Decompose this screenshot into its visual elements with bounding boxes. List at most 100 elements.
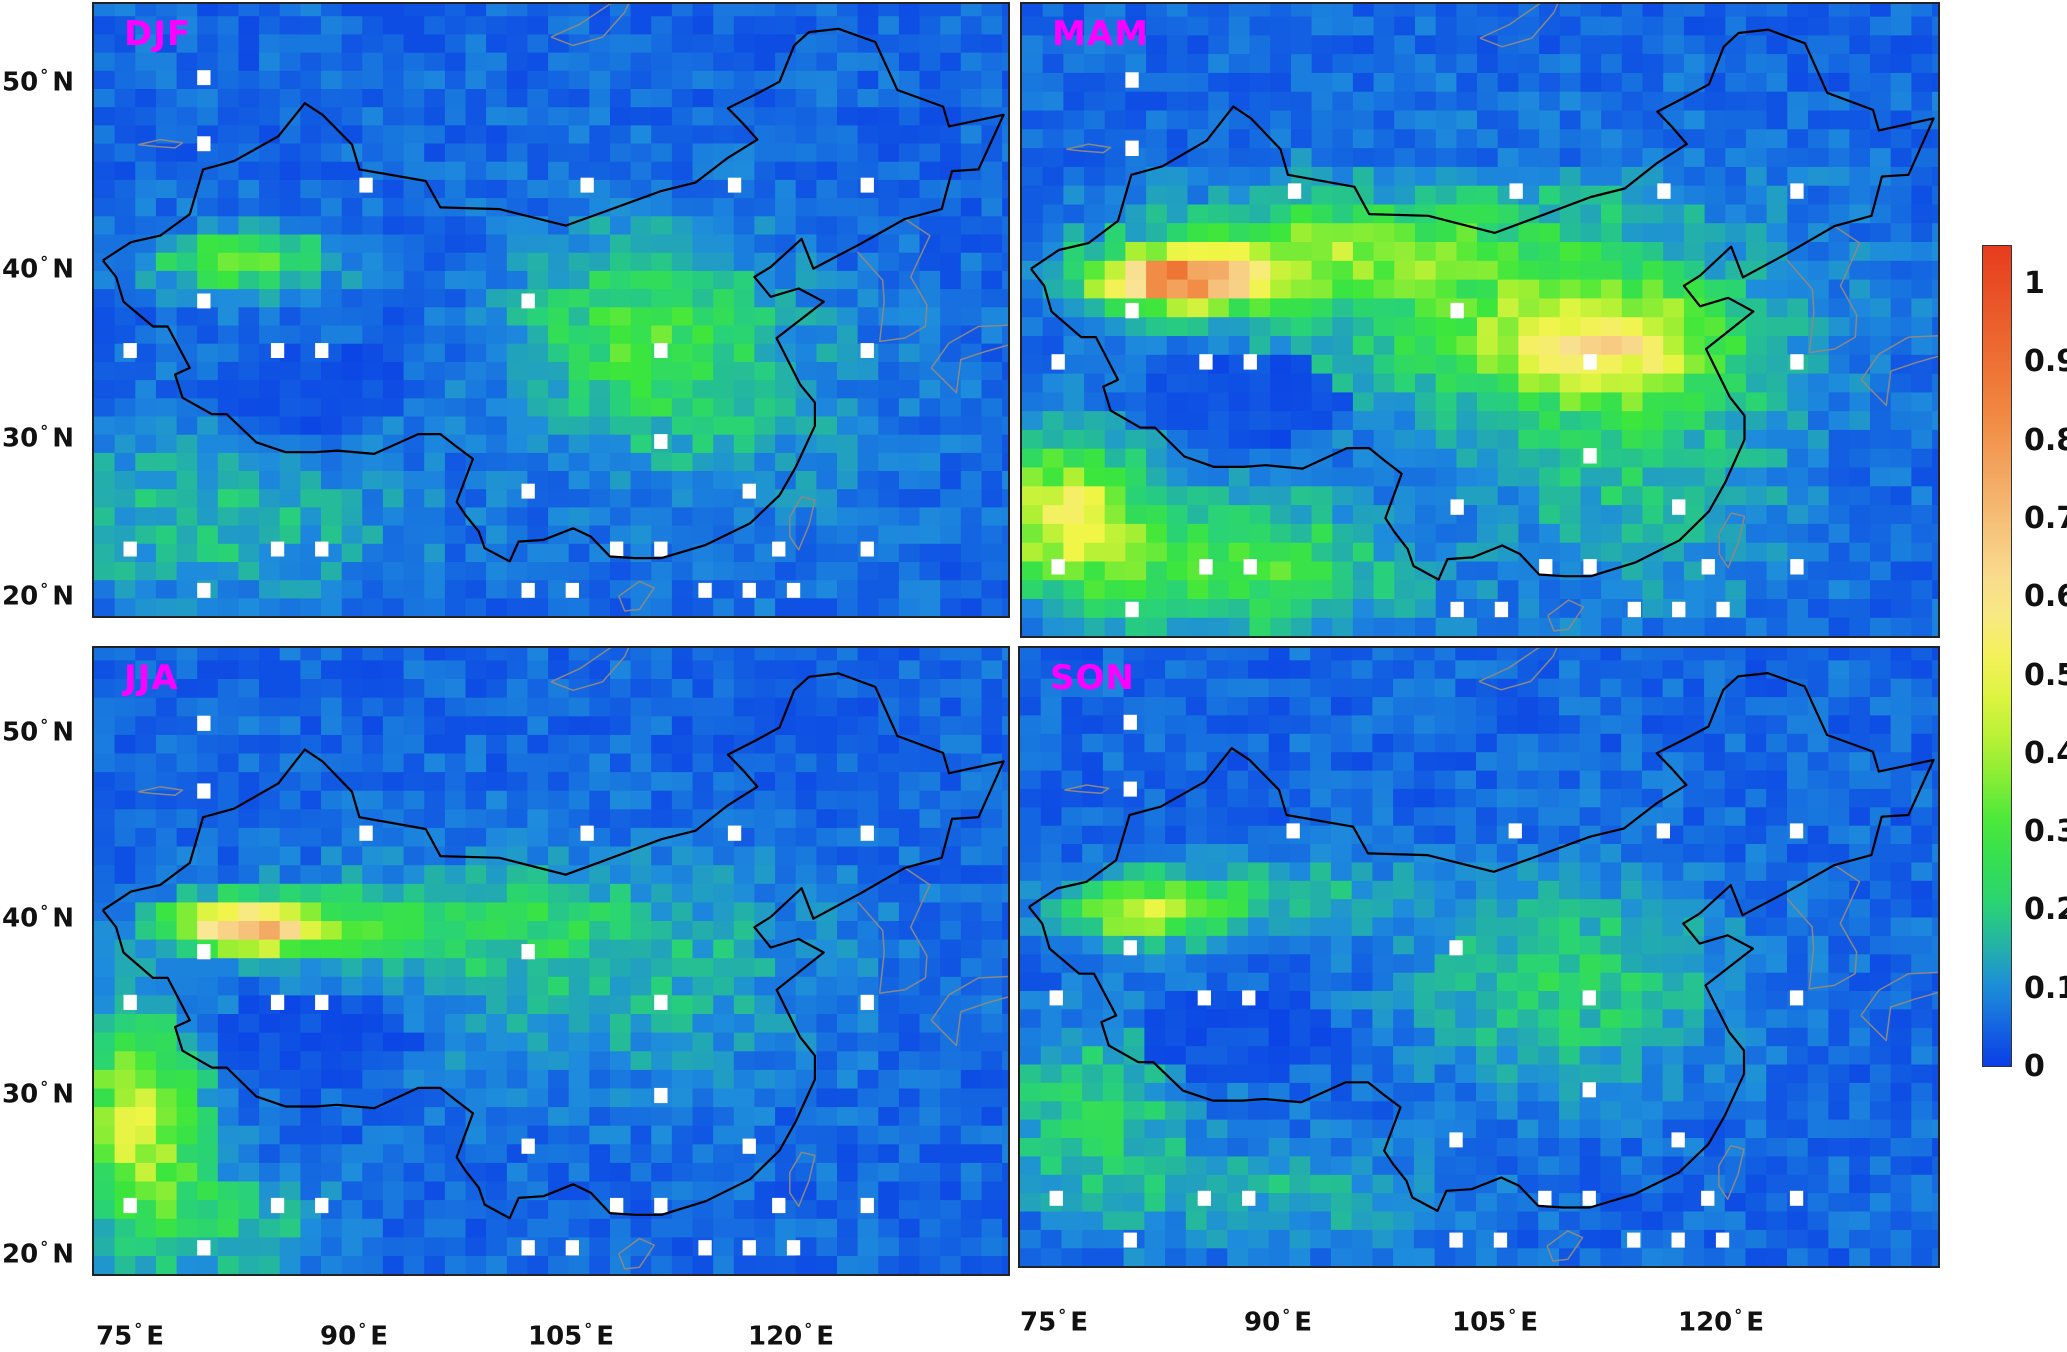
heatmap-cell (1270, 373, 1292, 393)
heatmap-cell (1125, 16, 1147, 36)
heatmap-cell (898, 939, 921, 959)
heatmap-cell (1787, 16, 1809, 36)
heatmap-cell (878, 1032, 900, 1052)
heatmap-cell (1642, 72, 1664, 92)
heatmap-cell (589, 883, 611, 903)
heatmap-cell (981, 179, 1003, 199)
heatmap-cell (1849, 391, 1871, 412)
heatmap-cell (651, 808, 673, 828)
heatmap-cell (1125, 504, 1147, 524)
heatmap-cell (713, 734, 735, 754)
heatmap-cell (692, 506, 714, 526)
heatmap-cell (424, 124, 446, 144)
heatmap-cell (114, 506, 136, 526)
heatmap-cell (155, 1236, 178, 1256)
heatmap-cell (1766, 410, 1788, 430)
heatmap-cell (898, 1162, 921, 1182)
heatmap-cell (1539, 410, 1561, 430)
heatmap-cell (1787, 91, 1809, 111)
heatmap-cell (486, 1106, 508, 1126)
heatmap-cell (1890, 466, 1912, 487)
heatmap-cell (568, 306, 590, 326)
heatmap-cell (1849, 617, 1871, 636)
heatmap-cell (1270, 147, 1292, 167)
heatmap-cell (1621, 542, 1644, 562)
heatmap-cell (981, 597, 1003, 616)
heatmap-cell (321, 52, 343, 71)
heatmap-cell (1084, 504, 1106, 524)
heatmap-cell (795, 70, 817, 89)
heatmap-cell (1249, 373, 1271, 393)
heatmap-cell (1849, 34, 1871, 55)
missing-cell (1450, 499, 1464, 515)
heatmap-cell (630, 715, 652, 735)
heatmap-cell (217, 883, 239, 903)
heatmap-cell (692, 142, 714, 162)
heatmap-cell (1559, 429, 1582, 449)
heatmap-cell (1642, 260, 1664, 280)
missing-cell (654, 1087, 668, 1104)
heatmap-cell (960, 306, 982, 326)
heatmap-cell (1002, 70, 1008, 89)
heatmap-cell (671, 697, 694, 717)
heatmap-cell (197, 1255, 219, 1274)
heatmap-cell (279, 734, 301, 754)
heatmap-cell (981, 434, 1003, 453)
heatmap-cell (94, 1236, 116, 1256)
heatmap-cell (981, 1087, 1003, 1108)
heatmap-cell (527, 1050, 549, 1070)
heatmap-cell (321, 4, 343, 17)
heatmap-cell (671, 233, 694, 253)
heatmap-cell (1849, 542, 1871, 562)
heatmap-cell (217, 790, 239, 810)
heatmap-cell (1187, 617, 1209, 636)
heatmap-cell (1932, 466, 1938, 487)
heatmap-cell (1477, 185, 1499, 205)
heatmap-cell (1352, 542, 1375, 562)
missing-cell (698, 1240, 712, 1256)
heatmap-cell (1373, 34, 1395, 55)
heatmap-cell (527, 1032, 549, 1052)
heatmap-cell (1002, 1125, 1008, 1145)
heatmap-cell (1455, 1155, 1477, 1175)
heatmap-cell (754, 1236, 776, 1256)
heatmap-cell (1870, 166, 1892, 186)
heatmap-cell (898, 525, 921, 544)
heatmap-cell (1518, 222, 1540, 242)
heatmap-cell (692, 697, 714, 717)
heatmap-cell (424, 15, 446, 35)
heatmap-cell (1828, 373, 1850, 393)
heatmap-cell (630, 1106, 652, 1126)
heatmap-cell (1642, 166, 1664, 186)
heatmap-cell (775, 15, 797, 35)
heatmap-cell (94, 976, 116, 996)
heatmap-cell (1063, 542, 1085, 562)
heatmap-cell (940, 1106, 962, 1126)
heatmap-cell (919, 790, 941, 810)
heatmap-cell (1002, 1218, 1008, 1238)
heatmap-cell (506, 734, 528, 754)
heatmap-cell (1663, 72, 1685, 92)
heatmap-cell (1394, 560, 1416, 581)
heatmap-cell (1642, 504, 1664, 524)
heatmap-cell (1249, 260, 1271, 280)
heatmap-cell (1104, 485, 1126, 506)
heatmap-cell (754, 715, 776, 735)
heatmap-cell (1932, 617, 1938, 636)
heatmap-cell (1022, 91, 1044, 111)
heatmap-cell (1849, 4, 1871, 17)
heatmap-cell (1663, 4, 1685, 17)
heatmap-cell (960, 678, 982, 698)
heatmap-cell (1517, 1210, 1539, 1230)
heatmap-cell (155, 957, 178, 977)
heatmap-cell (1890, 241, 1912, 261)
heatmap-cell (1808, 260, 1830, 280)
heatmap-cell (878, 901, 900, 921)
missing-cell (1790, 183, 1804, 199)
heatmap-cell (1580, 523, 1602, 543)
heatmap-cell (940, 343, 962, 362)
heatmap-cell (217, 734, 239, 754)
heatmap-cell (1870, 297, 1892, 318)
heatmap-cell (1911, 579, 1933, 599)
heatmap-cell (424, 379, 446, 399)
